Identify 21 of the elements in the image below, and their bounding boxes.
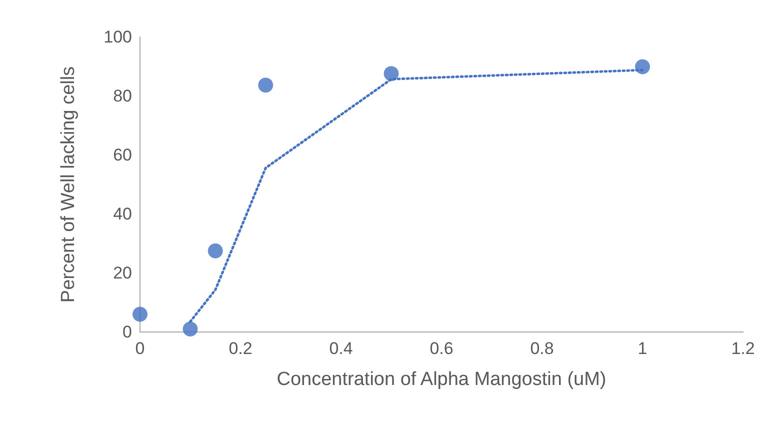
y-tick-label: 80 [113, 86, 132, 106]
point [208, 243, 223, 258]
y-tick-label: 20 [113, 264, 132, 282]
y-tick-label: 0 [122, 322, 132, 342]
y-tick-label: 40 [113, 204, 132, 224]
y-tick-label: 100 [104, 28, 132, 46]
point [182, 322, 198, 337]
x-tick-label: 0.4 [329, 339, 353, 358]
y-axis-title: Percent of Well lacking cells [58, 66, 79, 303]
x-tick-label: 0 [135, 339, 145, 358]
x-tick-label: 1 [638, 339, 648, 358]
point [258, 78, 274, 93]
y-tick-label: 60 [113, 146, 132, 164]
point [384, 66, 399, 82]
x-axis-title: Concentration of Alpha Mangostin (uM) [276, 369, 606, 390]
x-tick-label: 1.2 [731, 339, 755, 358]
point [635, 59, 650, 74]
point [132, 306, 148, 322]
x-tick-label: 0.8 [530, 339, 554, 358]
x-tick-label: 0.6 [430, 339, 454, 358]
x-tick-label: 0.2 [228, 339, 252, 358]
